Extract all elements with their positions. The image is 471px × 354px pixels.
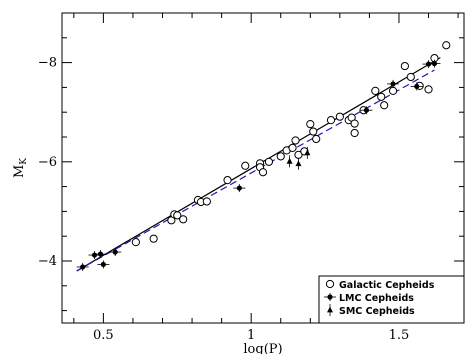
axis-ticks: 0.5 1 1.5 −4 −6 −8 [38, 12, 464, 343]
lmc-cepheid-point [390, 81, 396, 87]
galactic-cepheid-point [371, 86, 380, 95]
y-tick-label: −6 [38, 155, 57, 170]
legend-lmc-cepheid-marker [327, 294, 333, 300]
lmc-cepheid-point [363, 107, 370, 113]
legend-label: Galactic Cepheids [339, 280, 435, 291]
lmc-cepheid-point [236, 185, 242, 191]
y-axis-title-main: M [12, 165, 27, 178]
y-axis-title-sub: K [19, 158, 29, 165]
galactic-cepheid-point [350, 128, 359, 138]
y-axis-title: MK [12, 158, 29, 178]
galactic-cepheid-point [309, 127, 318, 136]
galactic-cepheid-point [258, 168, 268, 177]
smc-cepheid-point [286, 157, 293, 164]
lmc-cepheid-point [80, 264, 86, 270]
smc-cepheid-point [304, 149, 311, 156]
galactic-cepheid-point [442, 41, 451, 50]
x-tick-label: 0.5 [93, 328, 114, 343]
y-tick-label: −4 [38, 254, 57, 269]
galactic-cepheid-point [400, 61, 409, 71]
lmc-cepheid-point [431, 60, 438, 67]
galactic-cepheid-point [380, 101, 389, 110]
galactic-cepheid-point [223, 176, 232, 185]
x-tick-label: 1.5 [389, 328, 410, 343]
dashed-fit-line [76, 69, 435, 272]
legend-galactic-cepheid-marker [325, 279, 335, 289]
lmc-cepheid-point [414, 83, 420, 90]
lmc-cepheid-point [100, 261, 106, 268]
galactic-cepheid-point [264, 157, 274, 166]
galactic-cepheid-point [350, 119, 359, 128]
lmc-cepheid-point [97, 251, 104, 257]
galactic-cepheid-point [335, 112, 344, 121]
smc-cepheid-point [295, 160, 302, 167]
legend-smc-cepheid-marker [327, 306, 333, 313]
lmc-cepheid-point [112, 249, 118, 255]
galactic-cepheid-point [377, 92, 386, 101]
legend-label: SMC Cepheids [339, 306, 415, 317]
legend-label: LMC Cepheids [339, 293, 414, 304]
plot-frame [61, 12, 465, 324]
galactic-cepheid-point [179, 215, 188, 224]
galactic-cepheid-point [241, 161, 250, 170]
data-markers [76, 41, 451, 271]
galactic-cepheid-point [288, 143, 297, 153]
galactic-cepheid-point [276, 152, 285, 161]
lmc-cepheid-point [91, 252, 98, 258]
galactic-cepheid-point [149, 234, 158, 243]
legend-items: Galactic Cepheids LMC Cepheids SMC Cepheid… [324, 279, 435, 317]
x-tick-label: 1 [247, 328, 255, 343]
galactic-cepheid-point [312, 134, 321, 144]
galactic-cepheid-point [131, 238, 140, 247]
y-tick-label: −8 [38, 56, 57, 71]
x-axis-title: log(P) [243, 342, 282, 354]
galactic-cepheid-point [202, 197, 211, 206]
lmc-cepheid-point [425, 61, 432, 67]
galactic-cepheid-point [424, 85, 433, 94]
legend-box [318, 275, 465, 324]
galactic-cepheid-point [326, 116, 336, 125]
galactic-cepheid-point [406, 72, 415, 82]
galactic-cepheid-point [388, 86, 398, 95]
legend: Galactic Cepheids LMC Cepheids SMC Cepheid… [318, 275, 465, 324]
galactic-cepheid-point [306, 120, 315, 129]
galactic-cepheid-point [291, 136, 300, 145]
galactic-cepheid-point [173, 211, 182, 220]
